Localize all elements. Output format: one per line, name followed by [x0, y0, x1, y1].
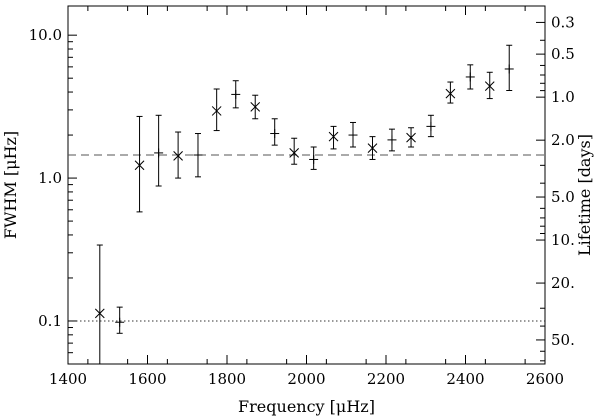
y2-tick-label: 2.0: [551, 131, 575, 149]
x-marker: [134, 160, 145, 171]
x-marker: [367, 143, 378, 153]
x-marker: [94, 308, 105, 319]
data-point: [115, 306, 125, 334]
data-point: [445, 81, 456, 104]
data-point: [387, 128, 397, 152]
x-tick-label: 1400: [49, 370, 87, 388]
x-axis-title: Frequency [μHz]: [238, 397, 375, 416]
y2-tick-label: 50.: [551, 331, 575, 349]
x-tick-label: 1800: [208, 370, 246, 388]
x-marker: [250, 102, 261, 112]
data-point: [173, 131, 183, 179]
reference-lines: [68, 154, 545, 322]
x-marker: [173, 151, 183, 161]
data-point: [367, 136, 378, 160]
y-tick-label: 0.1: [38, 312, 62, 330]
data-point: [406, 127, 416, 148]
y2-tick-label: 0.3: [551, 13, 575, 31]
data-point: [193, 133, 203, 178]
x-tick-label: 2400: [446, 370, 484, 388]
y2-tick-label: 1.0: [551, 88, 575, 106]
x-marker: [484, 81, 495, 91]
data-point: [211, 88, 222, 132]
x-tick-label: 2200: [367, 370, 405, 388]
data-point: [134, 115, 145, 213]
data-point: [94, 244, 105, 364]
data-point: [484, 71, 495, 100]
data-point: [250, 94, 261, 120]
data-point: [231, 80, 241, 109]
data-point: [309, 146, 319, 170]
data-point: [289, 137, 300, 165]
data-point: [348, 121, 358, 148]
y2-axis-title: Lifetime [days]: [575, 134, 594, 256]
y2-tick-label: 20.: [551, 274, 575, 292]
y2-tick-label: 10.: [551, 231, 575, 249]
x-marker: [211, 106, 222, 116]
data-point: [504, 44, 514, 92]
data-points: [94, 44, 514, 364]
y-tick-label: 10.0: [29, 26, 62, 44]
x-marker: [406, 132, 416, 143]
data-point: [270, 118, 280, 146]
data-point: [465, 64, 475, 90]
x-marker: [445, 88, 456, 99]
x-tick-label: 1600: [128, 370, 166, 388]
y-tick-label: 1.0: [38, 169, 62, 187]
y2-tick-label: 5.0: [551, 188, 575, 206]
data-point: [328, 125, 339, 150]
data-point: [426, 114, 436, 138]
x-tick-label: 2000: [287, 370, 325, 388]
y-axis-title: FWHM [μHz]: [1, 131, 20, 239]
axis-ticks: 1400 1600 1800 2000 2200 2400 2600 0.1 1.0 10.0 0.…: [29, 6, 575, 388]
x-marker: [328, 131, 339, 142]
data-point: [154, 114, 164, 187]
x-marker: [289, 148, 300, 158]
y2-tick-label: 0.5: [551, 45, 575, 63]
x-tick-label: 2600: [526, 370, 564, 388]
